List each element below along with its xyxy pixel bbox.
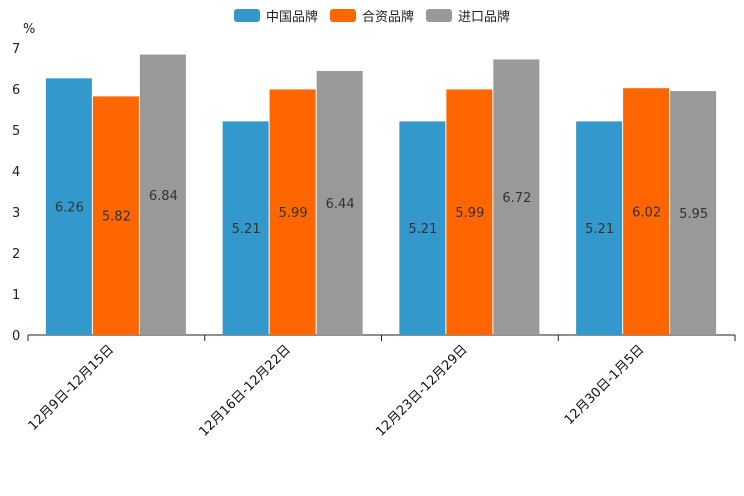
legend-label-joint-venture: 合资品牌 (361, 10, 414, 25)
bar-value-label-1-3: 6.02 (632, 206, 661, 221)
bar-value-label-0-0: 6.26 (55, 201, 84, 216)
y-tick-label-5: 5 (12, 124, 20, 139)
y-tick-label-2: 2 (12, 247, 20, 262)
x-category-label-1: 12月16日-12月22日 (196, 342, 293, 439)
bar-value-label-2-2: 6.72 (502, 191, 531, 206)
bar-value-label-2-1: 6.44 (326, 197, 355, 212)
bar-value-label-2-3: 5.95 (679, 207, 708, 222)
y-axis-unit: % (23, 22, 35, 37)
x-category-label-3: 12月30日-1月5日 (562, 342, 648, 428)
bar-1-0 (92, 96, 139, 335)
x-category-label-2: 12月23日-12月29日 (373, 342, 470, 439)
bar-value-label-0-2: 5.21 (408, 222, 437, 237)
bar-value-label-2-0: 6.84 (149, 189, 178, 204)
y-tick-label-7: 7 (12, 42, 20, 57)
bar-value-label-0-3: 5.21 (585, 222, 614, 237)
bar-1-2 (446, 89, 493, 335)
bar-1-1 (269, 89, 316, 335)
bar-value-label-1-0: 5.82 (102, 210, 131, 225)
y-tick-label-1: 1 (12, 288, 20, 303)
bar-0-0 (45, 78, 92, 335)
legend-swatch-domestic (233, 9, 260, 22)
y-tick-label-0: 0 (12, 329, 20, 344)
bar-2-2 (493, 59, 540, 335)
bar-2-1 (316, 70, 363, 336)
y-tick-label-6: 6 (12, 83, 20, 98)
legend-swatch-joint-venture (329, 9, 356, 22)
legend-item-domestic[interactable]: 中国品牌 (233, 6, 318, 25)
legend-label-imported: 进口品牌 (458, 10, 511, 25)
bar-value-label-1-1: 5.99 (279, 206, 308, 221)
bar-0-3 (576, 121, 623, 335)
bar-value-label-1-2: 5.99 (455, 206, 484, 221)
bar-value-label-0-1: 5.21 (232, 222, 261, 237)
y-tick-label-3: 3 (12, 206, 20, 221)
x-category-label-0: 12月9日-12月15日 (26, 342, 118, 434)
legend-swatch-imported (426, 9, 452, 22)
bar-0-1 (222, 121, 269, 335)
legend: 中国品牌 合资品牌 进口品牌 (0, 6, 744, 25)
bar-1-3 (623, 88, 670, 336)
bar-0-2 (399, 121, 446, 335)
bar-2-0 (139, 54, 186, 336)
y-tick-label-4: 4 (12, 165, 20, 180)
bar-2-3 (670, 91, 717, 335)
legend-item-joint-venture[interactable]: 合资品牌 (329, 6, 414, 25)
legend-item-imported[interactable]: 进口品牌 (426, 6, 510, 25)
legend-label-domestic: 中国品牌 (265, 10, 318, 25)
